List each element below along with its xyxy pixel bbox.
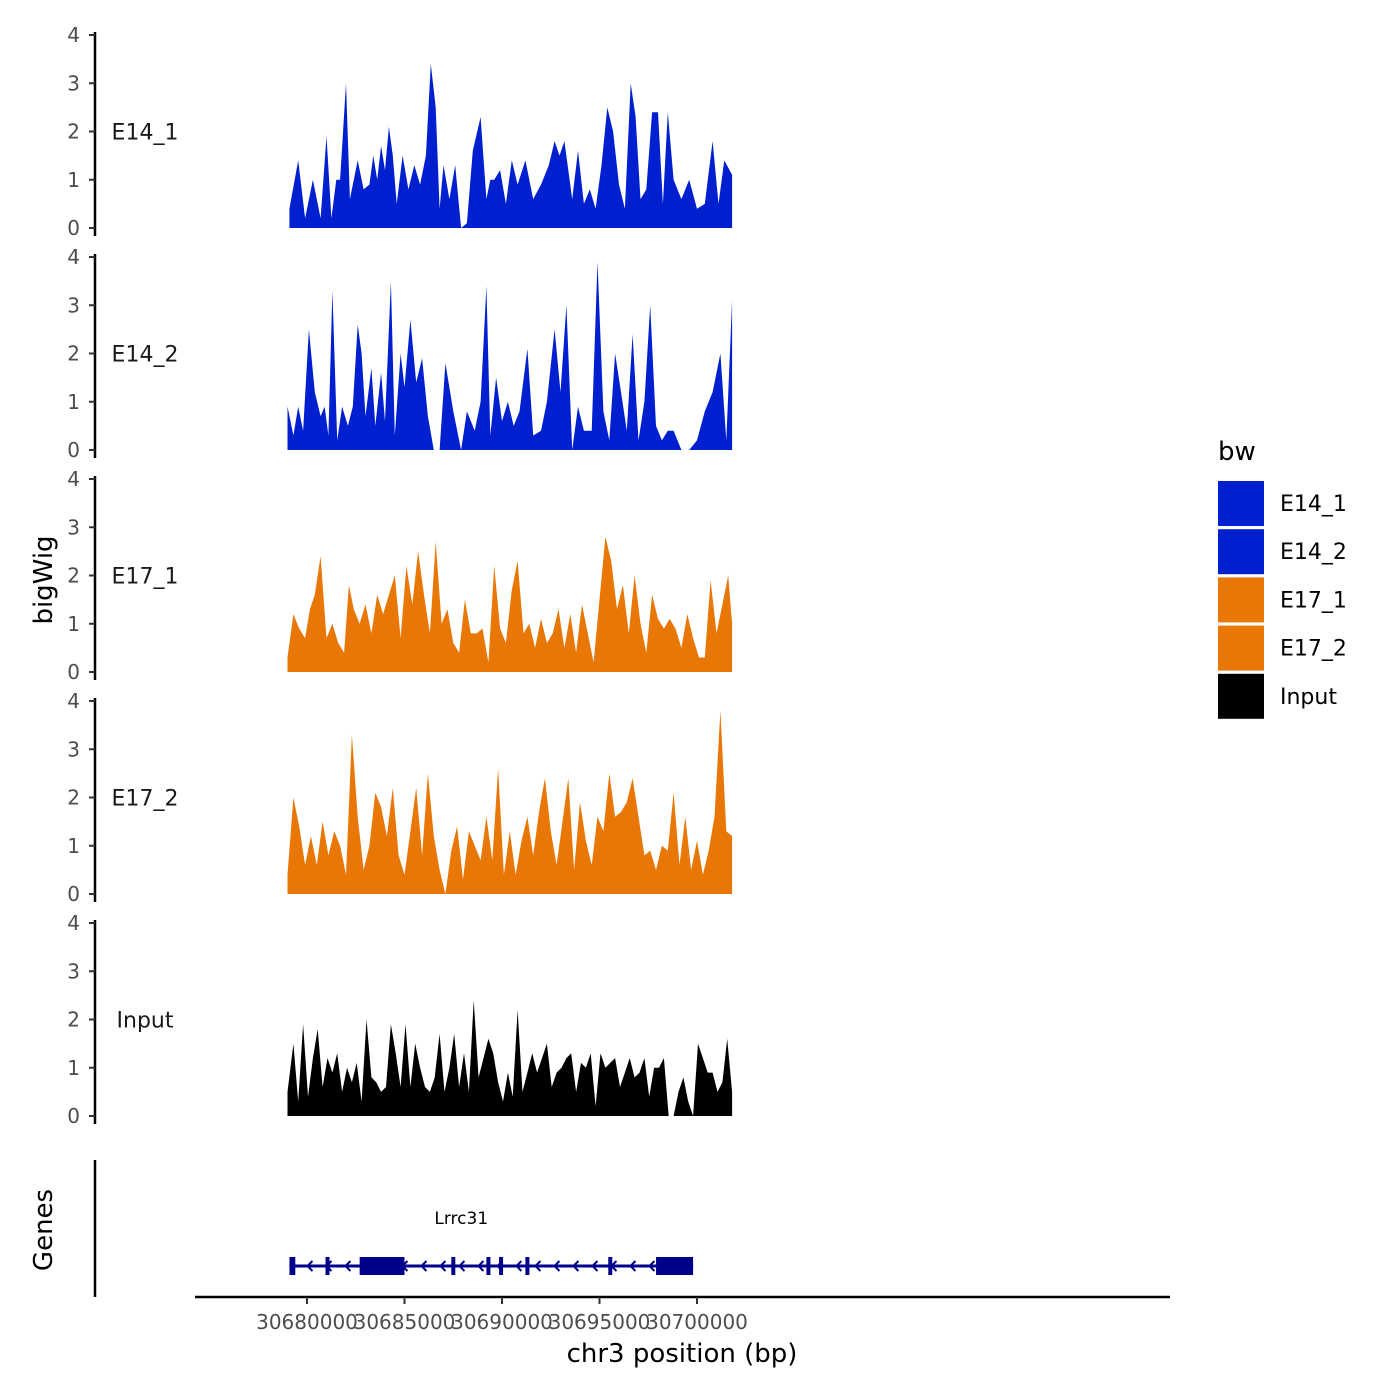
y-tick-label: 3 [67, 737, 80, 761]
legend-label: E17_2 [1280, 637, 1347, 662]
y-tick-label: 4 [67, 467, 80, 491]
y-tick-label: 1 [67, 834, 80, 858]
strand-arrow [515, 1260, 523, 1272]
coverage-area-e14-2 [287, 261, 733, 450]
track-e17-1: 0 1 2 3 4 E17_1 [67, 467, 733, 684]
legend-swatch [1218, 625, 1264, 671]
coverage-area-e17-1 [287, 536, 733, 672]
y-tick-label: 0 [67, 1104, 80, 1128]
exon [451, 1257, 456, 1275]
strand-arrow [477, 1260, 485, 1272]
y-tick-label: 3 [67, 515, 80, 539]
legend-label: E14_1 [1280, 492, 1347, 517]
x-tick-label: 30680000 [256, 1310, 358, 1334]
legend-label: Input [1280, 685, 1337, 710]
legend-swatch [1218, 673, 1264, 719]
y-tick-label: 1 [67, 390, 80, 414]
coverage-area-input [287, 1000, 733, 1116]
exon [608, 1257, 613, 1275]
strand-arrow [629, 1260, 637, 1272]
y-tick-label: 0 [67, 438, 80, 462]
y-tick-label: 3 [67, 959, 80, 983]
legend-label: E17_1 [1280, 588, 1347, 613]
y-tick-label: 4 [67, 245, 80, 269]
legend-entry-e17-2: E17_2 [1218, 625, 1347, 671]
y-tick-label: 3 [67, 71, 80, 95]
genes-axis-title: Genes [29, 1189, 59, 1271]
bigwig-tracks: 0 1 2 3 4 E14_1 0 1 2 3 4 E14_2 0 1 2 3 4 E17_1 0 1 2 3 4 E17_2… [67, 23, 733, 1128]
legend: bw E14_1 E14_2 E17_1 E17_2 Input [1218, 437, 1347, 719]
track-e14-1: 0 1 2 3 4 E14_1 [67, 23, 733, 240]
x-tick-label: 30685000 [354, 1310, 456, 1334]
exon [289, 1257, 296, 1275]
legend-swatch [1218, 529, 1264, 575]
legend-entry-e17-1: E17_1 [1218, 577, 1347, 623]
strand-arrow [306, 1260, 314, 1272]
x-tick-label: 30690000 [451, 1310, 553, 1334]
strand-arrow [591, 1260, 599, 1272]
y-tick-label: 4 [67, 911, 80, 935]
coverage-area-e17-2 [287, 710, 733, 894]
strand-arrow [344, 1260, 352, 1272]
x-axis-title: chr3 position (bp) [567, 1339, 798, 1369]
strand-arrow [572, 1260, 580, 1272]
track-e17-2: 0 1 2 3 4 E17_2 [67, 689, 733, 906]
legend-entry-input: Input [1218, 673, 1337, 719]
track-label: Input [117, 1009, 174, 1034]
y-tick-label: 0 [67, 882, 80, 906]
legend-label: E14_2 [1280, 540, 1347, 565]
y-tick-label: 4 [67, 23, 80, 47]
y-tick-label: 4 [67, 689, 80, 713]
gene-model-lrrc31: Lrrc31 [289, 1209, 694, 1275]
y-tick-label: 1 [67, 168, 80, 192]
genes-panel: Lrrc31 [93, 1160, 694, 1297]
y-tick-label: 0 [67, 660, 80, 684]
exon [486, 1257, 491, 1275]
exon [525, 1257, 530, 1275]
y-tick-label: 2 [67, 786, 80, 810]
y-tick-label: 1 [67, 612, 80, 636]
strand-arrow [648, 1260, 656, 1272]
y-tick-label: 3 [67, 293, 80, 317]
exon [499, 1257, 504, 1275]
legend-entry-e14-1: E14_1 [1218, 481, 1347, 526]
track-label: E17_2 [112, 787, 179, 812]
exon [325, 1257, 330, 1275]
x-tick-label: 30695000 [549, 1310, 651, 1334]
legend-entry-e14-2: E14_2 [1218, 529, 1347, 575]
track-e14-2: 0 1 2 3 4 E14_2 [67, 245, 733, 462]
x-tick-label: 30700000 [646, 1310, 748, 1334]
y-tick-label: 1 [67, 1056, 80, 1080]
legend-swatch [1218, 481, 1264, 526]
exon [359, 1257, 405, 1275]
exon [656, 1257, 694, 1275]
y-tick-label: 2 [67, 120, 80, 144]
track-input: 0 1 2 3 4 Input [67, 911, 733, 1128]
y-tick-label: 2 [67, 342, 80, 366]
track-label: E17_1 [112, 565, 179, 590]
strand-arrow [439, 1260, 447, 1272]
strand-arrow [553, 1260, 561, 1272]
gene-name-label: Lrrc31 [434, 1209, 488, 1229]
strand-arrow [420, 1260, 428, 1272]
legend-title: bw [1218, 437, 1256, 467]
track-label: E14_1 [112, 121, 179, 146]
y-tick-label: 0 [67, 216, 80, 240]
legend-swatch [1218, 577, 1264, 623]
track-label: E14_2 [112, 343, 179, 368]
coverage-area-e14-1 [289, 64, 733, 228]
y-tick-label: 2 [67, 564, 80, 588]
strand-arrow [458, 1260, 466, 1272]
strand-arrow [534, 1260, 542, 1272]
y-axis-title: bigWig [29, 535, 59, 624]
y-tick-label: 2 [67, 1008, 80, 1032]
